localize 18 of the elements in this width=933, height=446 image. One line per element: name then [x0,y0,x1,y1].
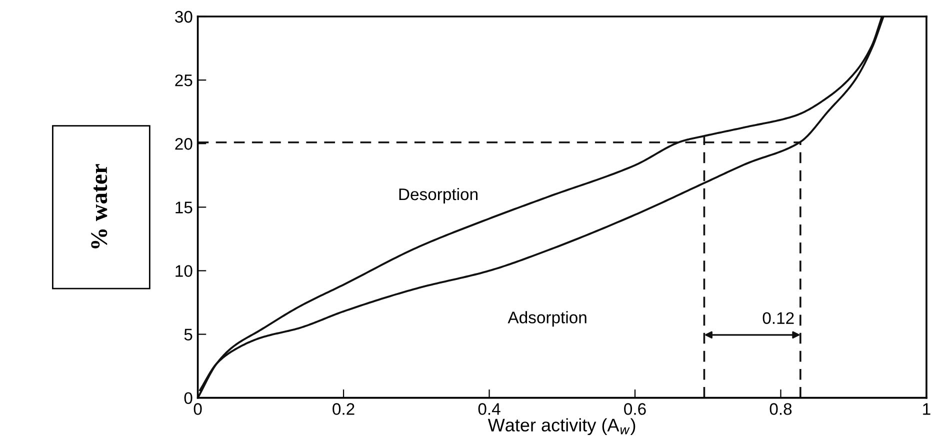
annotation: Adsorption [508,311,586,327]
x-tick-label: 0 [194,403,202,415]
x-tick-label: 1 [923,403,930,415]
y-tick-label: 25 [175,74,192,86]
y-tick-label: 15 [176,202,192,214]
annotation: 0.12 [762,312,794,324]
x-tick-label: 0.6 [624,403,646,415]
y-tick-label: 20 [175,138,192,150]
y-tick-label: 0 [184,392,192,404]
y-tick-label: 10 [176,265,192,277]
x-tick-label: 0.4 [478,403,500,415]
y-tick-label: 30 [175,10,192,23]
x-tick-label: 0.8 [770,403,792,415]
x-axis-title: Water activity (A$_{w}$) [488,418,636,436]
y-tick-label: 5 [184,328,192,340]
annotation: Desorption [399,188,478,204]
x-tick-label: 0.2 [332,403,354,415]
y-axis-title: % water [91,164,108,248]
